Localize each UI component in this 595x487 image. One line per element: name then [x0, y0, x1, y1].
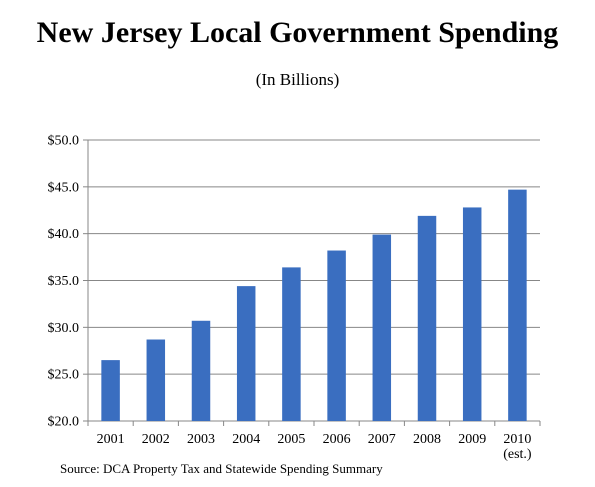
bar-series [101, 189, 527, 421]
x-tick-label: 2002 [142, 432, 170, 447]
x-tick-label: 2005 [277, 432, 305, 447]
source-note: Source: DCA Property Tax and Statewide S… [60, 461, 383, 476]
y-tick-label: $50.0 [48, 134, 80, 149]
x-tick-label: 2008 [413, 432, 441, 447]
x-tick-label: 2004 [232, 432, 260, 447]
chart-title: New Jersey Local Government Spending [36, 16, 559, 49]
y-tick-label: $30.0 [48, 321, 80, 336]
chart-subtitle: (In Billions) [255, 70, 340, 89]
bar-2001 [101, 360, 120, 421]
y-tick-labels: $20.0 $25.0 $30.0 $35.0 $40.0 $45.0 $50.0 [48, 134, 80, 430]
x-tick-label: 2006 [323, 432, 351, 447]
bar-2009 [462, 207, 482, 421]
bar-2005 [282, 267, 301, 421]
bar-2003 [191, 320, 211, 421]
x-tick-label: 2009 [458, 432, 486, 447]
y-tick-label: $20.0 [48, 415, 80, 430]
y-tick-label: $25.0 [48, 368, 80, 383]
x-tick-label: 2003 [187, 432, 215, 447]
y-tick-label: $45.0 [48, 180, 80, 195]
y-tick-label: $35.0 [48, 274, 80, 289]
x-tick-label: 2001 [97, 432, 125, 447]
x-tick-label: 2007 [368, 432, 396, 447]
x-tick-labels: 2001 2002 2003 2004 2005 2006 2007 2008 2009 2010… [97, 432, 532, 462]
bar-2004 [236, 286, 256, 421]
x-tick-sublabel: (est.) [503, 447, 532, 462]
x-tick-label: 2010 [503, 432, 531, 447]
bar-2008 [417, 215, 437, 421]
bar-2002 [146, 339, 166, 421]
y-tick-label: $40.0 [48, 227, 80, 242]
bar-2010 [508, 189, 527, 421]
bar-2006 [327, 250, 346, 421]
bar-2007 [372, 234, 392, 421]
